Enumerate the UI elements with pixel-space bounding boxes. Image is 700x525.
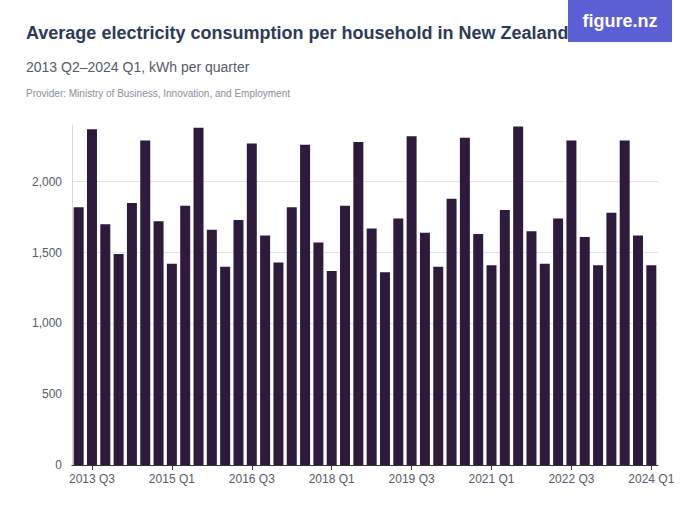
svg-text:2021 Q1: 2021 Q1: [468, 472, 514, 486]
svg-text:Provider: Ministry of Business: Provider: Ministry of Business, Innovati…: [26, 88, 290, 99]
svg-text:0: 0: [55, 458, 62, 472]
svg-text:2015 Q1: 2015 Q1: [149, 472, 195, 486]
svg-text:2016 Q3: 2016 Q3: [229, 472, 275, 486]
svg-text:Average electricity consumptio: Average electricity consumption per hous…: [26, 23, 568, 43]
svg-text:2022 Q3: 2022 Q3: [548, 472, 594, 486]
svg-text:2013 Q3: 2013 Q3: [69, 472, 115, 486]
svg-text:2018 Q1: 2018 Q1: [309, 472, 355, 486]
svg-text:figure.nz: figure.nz: [583, 11, 658, 31]
svg-text:2,000: 2,000: [32, 175, 62, 189]
svg-text:2024 Q1: 2024 Q1: [628, 472, 674, 486]
svg-text:1,000: 1,000: [32, 316, 62, 330]
svg-text:2019 Q3: 2019 Q3: [389, 472, 435, 486]
svg-text:500: 500: [42, 387, 62, 401]
svg-text:2013 Q2–2024 Q1, kWh per quart: 2013 Q2–2024 Q1, kWh per quarter: [26, 59, 250, 75]
svg-text:1,500: 1,500: [32, 246, 62, 260]
